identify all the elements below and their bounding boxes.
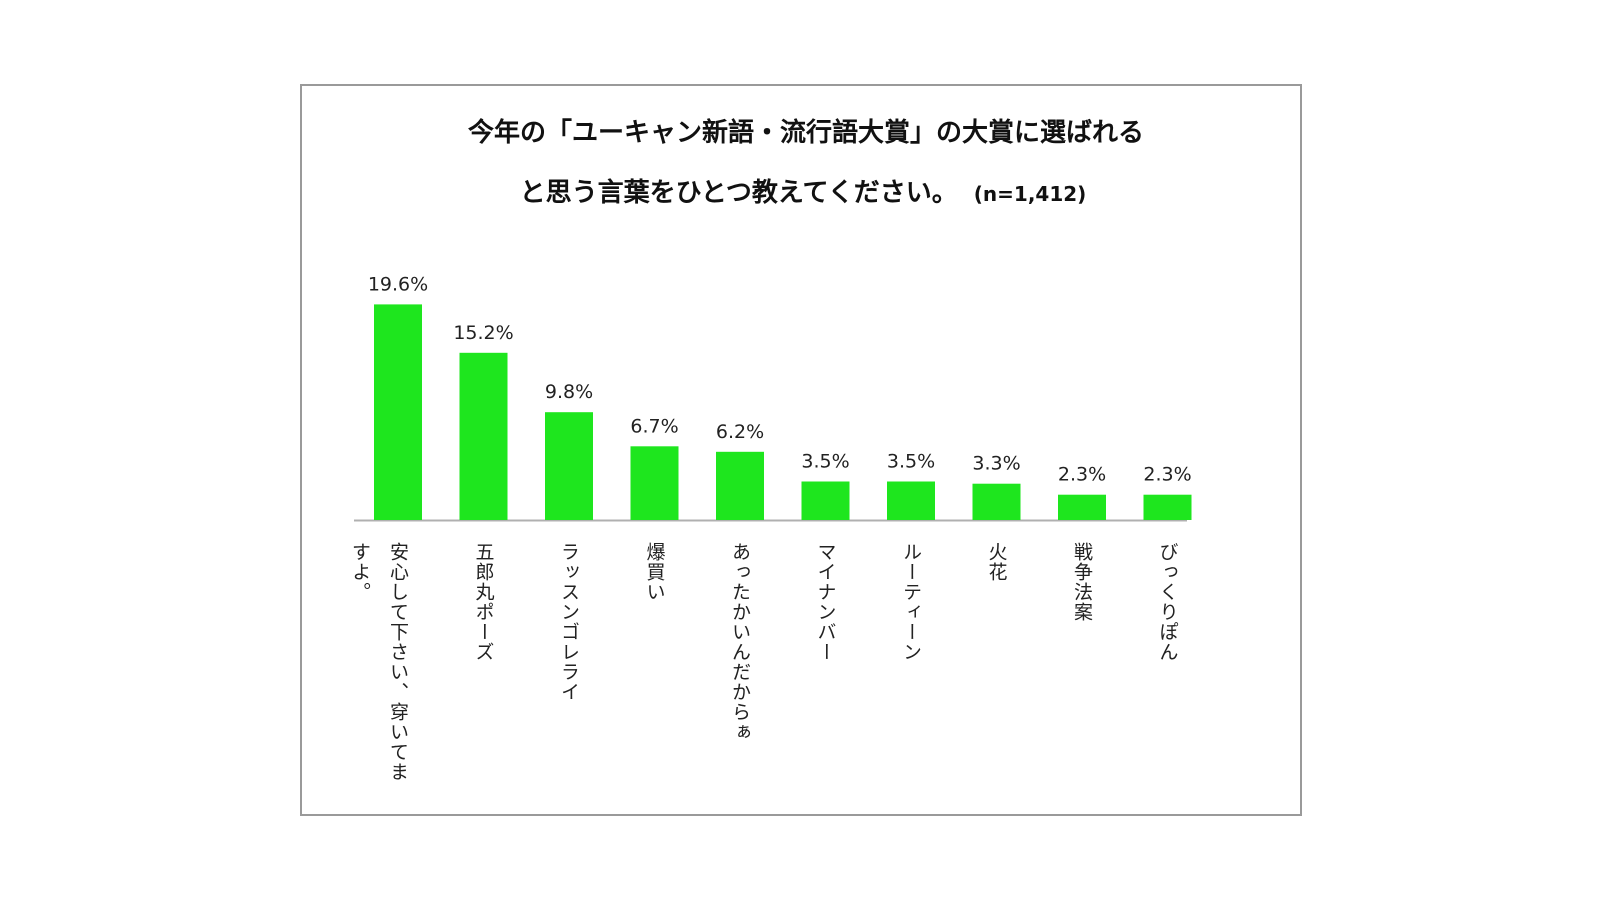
category-label: 火花 xyxy=(985,542,1008,582)
bar-value-label: 9.8% xyxy=(545,381,593,403)
bar-value-label: 3.3% xyxy=(972,453,1020,475)
category-label: あったかいんだからぁ xyxy=(729,542,751,742)
chart-title-line-2: と思う言葉をひとつ教えてください。 (n=1,412) xyxy=(302,172,1304,209)
bar xyxy=(972,483,1021,520)
bar xyxy=(887,481,935,520)
category-label: ラッスンゴレライ xyxy=(558,542,580,702)
bar xyxy=(374,304,422,520)
category-label: 五郎丸ポーズ xyxy=(472,542,495,662)
bar xyxy=(630,446,679,520)
bar-value-label: 6.2% xyxy=(716,421,764,443)
bar-value-label: 19.6% xyxy=(368,273,428,295)
bar xyxy=(545,412,593,520)
category-label: マイナンバー xyxy=(814,542,837,662)
bar xyxy=(459,352,508,520)
bar-value-label: 6.7% xyxy=(630,415,678,437)
bar-value-label: 2.3% xyxy=(1143,464,1191,486)
chart-title-line-2-text: と思う言葉をひとつ教えてください。 xyxy=(519,178,958,208)
category-label: 爆買い xyxy=(643,542,666,602)
bar xyxy=(801,481,850,520)
category-label: びっくりぽん xyxy=(1156,542,1179,662)
bar-value-label: 3.5% xyxy=(801,451,849,473)
bar-chart: 19.6% 15.2% 9.8% 6.7% 6.2% 3.5% 3.5% 3.3% 2.3% 2.… xyxy=(354,273,1192,522)
bar xyxy=(1058,494,1106,520)
bar-value-label: 2.3% xyxy=(1058,464,1106,486)
bar xyxy=(1143,494,1192,520)
bar-value-label: 3.5% xyxy=(887,451,935,473)
chart-title-line-1: 今年の「ユーキャン新語・流行語大賞」の大賞に選ばれる xyxy=(467,118,1144,148)
category-label: ルーティーン xyxy=(900,542,922,662)
bar-value-label: 15.2% xyxy=(453,322,513,344)
bar xyxy=(716,451,764,520)
category-label: 戦争法案 xyxy=(1071,542,1093,622)
chart-frame: 今年の「ユーキャン新語・流行語大賞」の大賞に選ばれる と思う言葉をひとつ教えてく… xyxy=(300,84,1302,816)
category-label: 安心して下さい、穿いてますよ。 xyxy=(349,542,409,782)
sample-size-note: (n=1,412) xyxy=(973,182,1087,206)
